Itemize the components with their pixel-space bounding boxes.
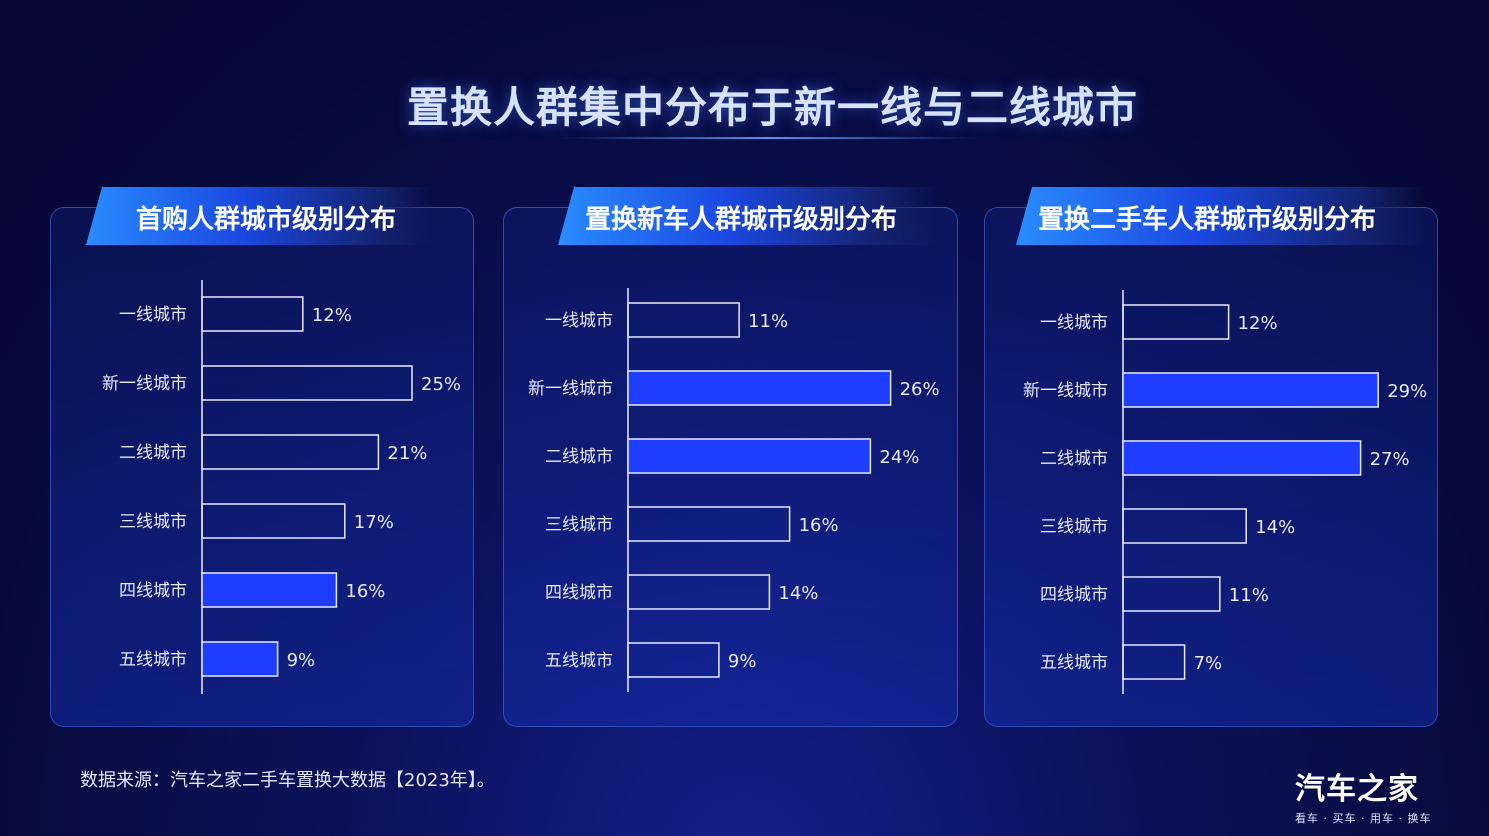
bar-replace-new-3 [627,506,791,542]
bar-replace-used-4 [1122,576,1221,612]
page-title: 置换人群集中分布于新一线与二线城市 [406,83,1138,132]
chart-panel-first-purchase [50,207,474,727]
value-label-replace-new-0: 11% [748,311,788,332]
category-label-replace-new-1: 新一线城市 [528,379,613,399]
bar-replace-used-1 [1122,372,1379,408]
value-label-replace-used-5: 7% [1194,653,1223,674]
bar-first-purchase-2 [201,434,380,470]
value-label-replace-used-2: 27% [1370,449,1410,470]
bar-replace-new-5 [627,642,720,678]
chart-tab-replace-new [558,187,938,245]
category-label-replace-used-5: 五线城市 [1040,653,1108,673]
value-label-replace-new-2: 24% [879,447,919,468]
bar-replace-used-5 [1122,644,1186,680]
bar-first-purchase-4 [201,572,338,608]
category-label-first-purchase-1: 新一线城市 [102,374,187,394]
bar-replace-used-2 [1122,440,1362,476]
logo-tagline: 看车 · 买车 · 用车 · 换车 [1295,812,1432,825]
value-label-first-purchase-4: 16% [345,581,385,602]
chart-title-replace-new: 置换新车人群城市级别分布 [585,205,898,235]
value-label-first-purchase-2: 21% [387,443,427,464]
category-label-replace-new-2: 二线城市 [545,447,613,467]
category-label-replace-new-4: 四线城市 [545,583,613,603]
bar-replace-used-0 [1122,304,1230,340]
logo-name: 汽车之家 [1295,772,1419,807]
chart-title-replace-used: 置换二手车人群城市级别分布 [1038,205,1377,235]
value-label-first-purchase-0: 12% [312,305,352,326]
bar-first-purchase-1 [201,365,413,401]
category-label-first-purchase-5: 五线城市 [119,650,187,670]
value-label-replace-new-3: 16% [799,515,839,536]
category-label-replace-new-5: 五线城市 [545,651,613,671]
category-label-replace-new-0: 一线城市 [545,311,613,331]
category-label-first-purchase-0: 一线城市 [119,305,187,325]
value-label-replace-new-4: 14% [778,583,818,604]
value-label-first-purchase-5: 9% [287,650,316,671]
value-label-first-purchase-3: 17% [354,512,394,533]
category-label-first-purchase-4: 四线城市 [119,581,187,601]
bar-first-purchase-0 [201,296,304,332]
category-label-replace-used-0: 一线城市 [1040,313,1108,333]
bar-replace-new-1 [627,370,892,406]
bar-replace-new-4 [627,574,771,610]
value-label-replace-used-0: 12% [1238,313,1278,334]
data-source-note: 数据来源：汽车之家二手车置换大数据【2023年】。 [80,770,495,791]
bar-first-purchase-5 [201,641,279,677]
bar-first-purchase-3 [201,503,346,539]
chart-title-first-purchase: 首购人群城市级别分布 [136,205,397,235]
bar-replace-new-0 [627,302,740,338]
value-label-replace-used-1: 29% [1387,381,1427,402]
value-label-replace-new-5: 9% [728,651,757,672]
value-label-replace-used-3: 14% [1255,517,1295,538]
category-label-replace-used-3: 三线城市 [1040,517,1108,537]
chart-tab-first-purchase [86,187,434,245]
value-label-replace-new-1: 26% [900,379,940,400]
value-label-replace-used-4: 11% [1229,585,1269,606]
category-label-replace-used-1: 新一线城市 [1023,381,1108,401]
category-label-replace-new-3: 三线城市 [545,515,613,535]
value-label-first-purchase-1: 25% [421,374,461,395]
title-underline [560,137,980,139]
category-label-first-purchase-3: 三线城市 [119,512,187,532]
brand-logo: 汽车之家 看车 · 买车 · 用车 · 换车 [1295,764,1435,826]
bar-replace-used-3 [1122,508,1247,544]
category-label-replace-used-2: 二线城市 [1040,449,1108,469]
chart-tab-replace-used [1016,187,1426,245]
category-label-replace-used-4: 四线城市 [1040,585,1108,605]
bar-replace-new-2 [627,438,872,474]
category-label-first-purchase-2: 二线城市 [119,443,187,463]
